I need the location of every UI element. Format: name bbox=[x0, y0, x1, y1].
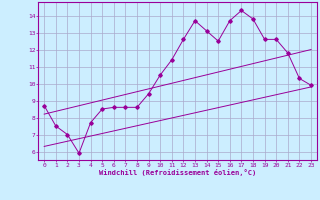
X-axis label: Windchill (Refroidissement éolien,°C): Windchill (Refroidissement éolien,°C) bbox=[99, 169, 256, 176]
